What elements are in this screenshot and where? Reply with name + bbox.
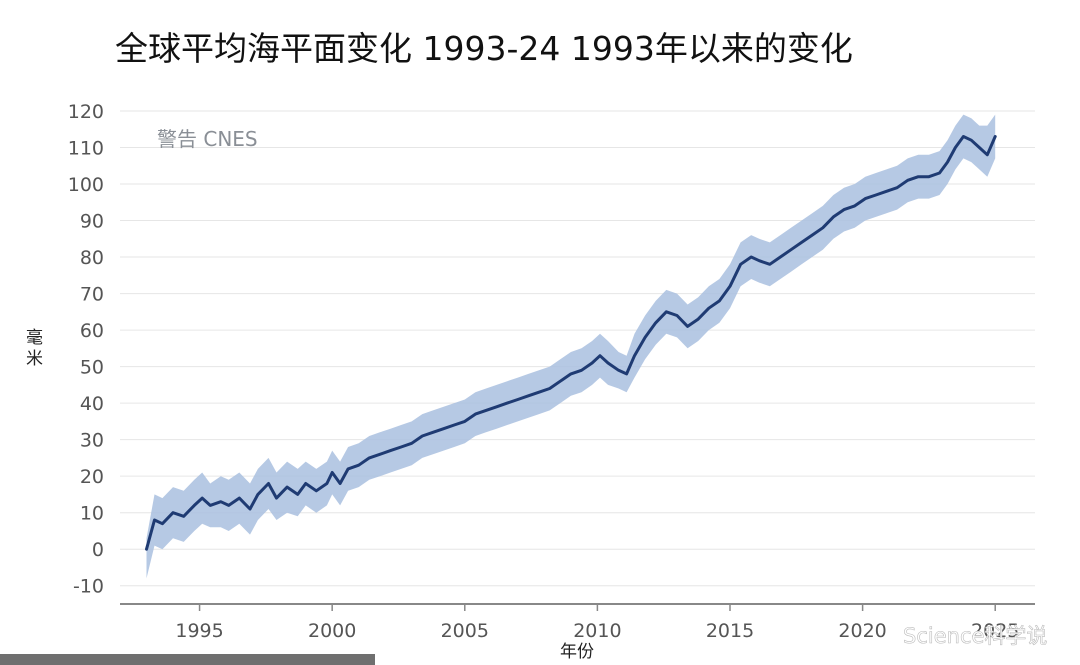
credit-bar [0,654,375,665]
source-note: 警告 CNES [157,127,258,151]
y-tick-label: 30 [80,430,104,452]
y-axis-title-char-1: 毫 [26,328,43,348]
sea-level-line [145,135,997,551]
y-tick-label: 100 [68,174,104,196]
y-tick-label: 10 [80,503,104,525]
y-tick-label: 70 [80,284,104,306]
x-tick-label: 2025 [971,620,1019,642]
x-tick-label: 1995 [175,620,223,642]
y-tick-label: 110 [68,137,104,159]
x-tick-label: 2020 [838,620,886,642]
x-tick-label: 2005 [441,620,489,642]
x-axis-title: 年份 [560,642,594,662]
y-tick-label: 120 [68,101,104,123]
uncertainty-band [146,114,996,579]
watermark: Science科学说 [903,624,1047,648]
y-tick-label: -10 [73,576,104,598]
y-tick-label: 0 [92,539,104,561]
x-tick-label: 2000 [308,620,356,642]
y-tick-label: 50 [80,357,104,379]
y-tick-label: 40 [80,393,104,415]
y-tick-labels: -10 0 10 20 30 40 50 60 70 80 90 100 110 120 [68,101,104,598]
y-tick-label: 20 [80,466,104,488]
x-tick-label: 2015 [706,620,754,642]
y-tick-label: 90 [80,211,104,233]
y-tick-label: 60 [80,320,104,342]
x-tick-labels: 1995 2000 2005 2010 2015 2020 2025 [175,604,1019,642]
chart-title: 全球平均海平面变化 1993-24 1993年以来的变化 [115,29,853,68]
x-tick-label: 2010 [573,620,621,642]
y-tick-label: 80 [80,247,104,269]
y-axis-title-char-2: 米 [26,349,43,369]
